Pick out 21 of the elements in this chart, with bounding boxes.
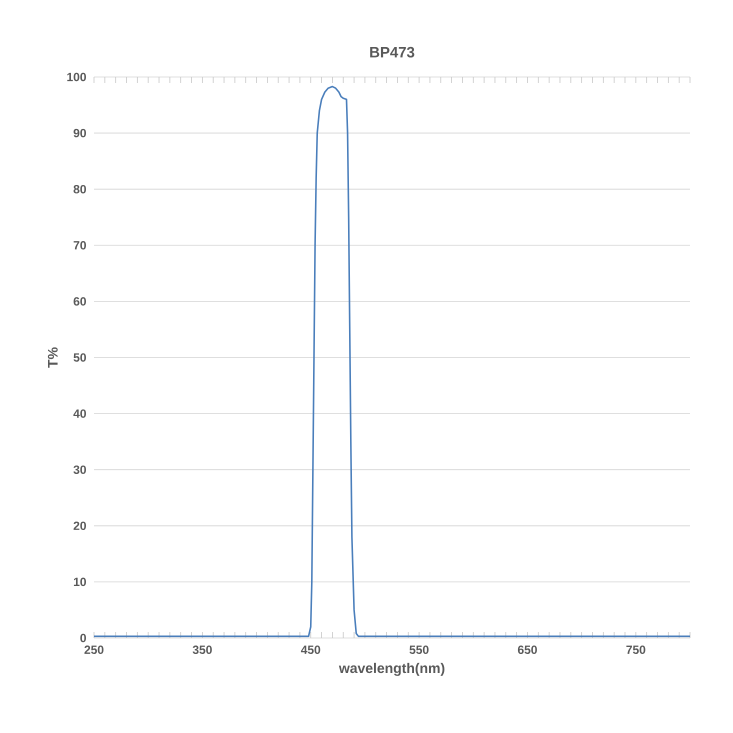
chart-title: BP473 (370, 46, 414, 58)
x-tick-label: 350 (192, 646, 212, 654)
y-tick-label: 90 (74, 128, 86, 138)
y-tick-label: 30 (73, 465, 86, 474)
x-tick-label: 750 (626, 646, 646, 654)
y-tick-label: 10 (74, 578, 86, 586)
y-tick-label: 70 (74, 241, 86, 250)
x-tick-label: 550 (410, 646, 429, 654)
y-tick-label: 100 (67, 72, 86, 82)
line-series (93, 86, 691, 638)
x-tick-label: 250 (84, 646, 104, 654)
y-tick-label: 40 (73, 409, 86, 418)
y-axis-title: T% (48, 347, 58, 368)
y-tick-label: 80 (74, 184, 86, 194)
y-tick-label: 60 (74, 297, 86, 306)
y-tick-label: 0 (80, 634, 86, 642)
y-tick-label: 50 (74, 353, 86, 362)
y-tick-label: 20 (74, 522, 86, 530)
x-axis-title: wavelength(nm) (338, 662, 444, 676)
x-tick-label: 650 (518, 646, 537, 654)
x-tick-label: 450 (300, 646, 320, 654)
